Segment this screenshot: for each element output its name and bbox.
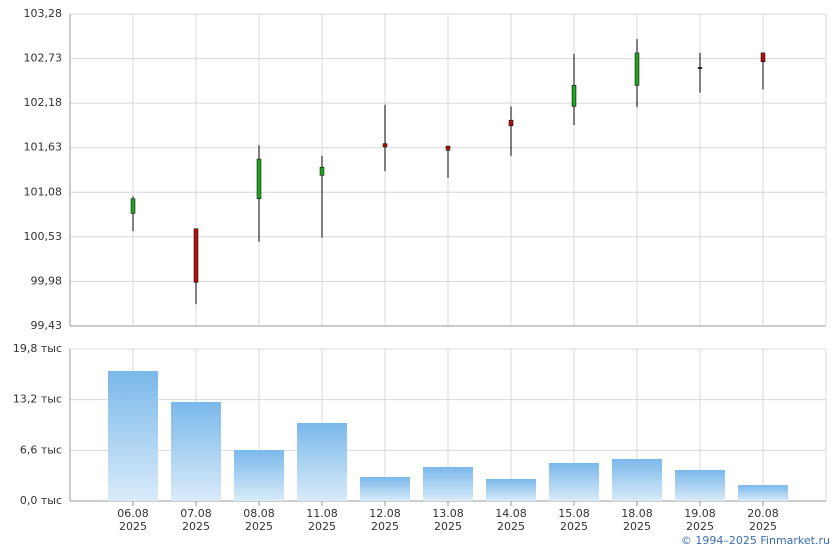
volume-bar: [297, 423, 347, 501]
y-tick-label: 101,08: [24, 185, 63, 198]
y-tick-label: 102,18: [24, 96, 63, 109]
y-tick-label: 99,98: [31, 274, 63, 287]
candle-body: [319, 166, 325, 176]
candle-body: [760, 52, 766, 63]
x-tick-label: 20.08: [747, 507, 779, 520]
x-tick-year: 2025: [497, 520, 525, 533]
candle-body: [634, 52, 640, 86]
x-tick-year: 2025: [182, 520, 210, 533]
x-tick-label: 15.08: [558, 507, 590, 520]
y-tick-label: 13,2 тыс: [13, 393, 62, 406]
candle-body: [193, 228, 199, 283]
x-tick-year: 2025: [623, 520, 651, 533]
volume-bar: [234, 450, 284, 501]
x-tick-label: 07.08: [180, 507, 212, 520]
x-tick-label: 18.08: [621, 507, 653, 520]
x-tick-year: 2025: [245, 520, 273, 533]
footer: © 1994–2025 Finmarket.ru: [681, 534, 830, 547]
x-tick-year: 2025: [560, 520, 588, 533]
y-tick-label: 19,8 тыс: [13, 342, 62, 355]
volume-bar: [360, 476, 410, 501]
volume-bar: [108, 371, 158, 501]
volume-bar: [675, 469, 725, 501]
y-tick-label: 103,28: [24, 7, 63, 20]
candle-body: [697, 67, 703, 69]
x-tick-label: 12.08: [369, 507, 401, 520]
x-tick-year: 2025: [371, 520, 399, 533]
x-tick-label: 08.08: [243, 507, 275, 520]
y-tick-label: 100,53: [24, 230, 63, 243]
y-tick-label: 6,6 тыс: [20, 443, 62, 456]
x-tick-label: 06.08: [117, 507, 149, 520]
y-tick-label: 99,43: [31, 319, 63, 332]
x-tick-year: 2025: [434, 520, 462, 533]
x-tick-year: 2025: [119, 520, 147, 533]
y-tick-label: 101,63: [24, 141, 63, 154]
volume-bar: [423, 466, 473, 501]
candle-body: [445, 145, 451, 151]
x-tick-label: 14.08: [495, 507, 527, 520]
y-tick-label: 0,0 тыс: [20, 494, 62, 507]
volume-bar: [549, 463, 599, 501]
candle-body: [130, 198, 136, 214]
candle-body: [571, 85, 577, 107]
volume-bar: [738, 485, 788, 501]
volume-bar: [612, 459, 662, 501]
volume-bar: [171, 401, 221, 501]
volume-bar: [486, 478, 536, 501]
x-tick-year: 2025: [686, 520, 714, 533]
x-tick-year: 2025: [749, 520, 777, 533]
y-tick-label: 102,73: [24, 52, 63, 65]
x-tick-label: 19.08: [684, 507, 716, 520]
candle-body: [382, 143, 388, 148]
x-tick-label: 11.08: [306, 507, 338, 520]
candle-body: [508, 119, 514, 127]
x-tick-year: 2025: [308, 520, 336, 533]
candle-body: [256, 158, 262, 200]
x-tick-label: 13.08: [432, 507, 464, 520]
